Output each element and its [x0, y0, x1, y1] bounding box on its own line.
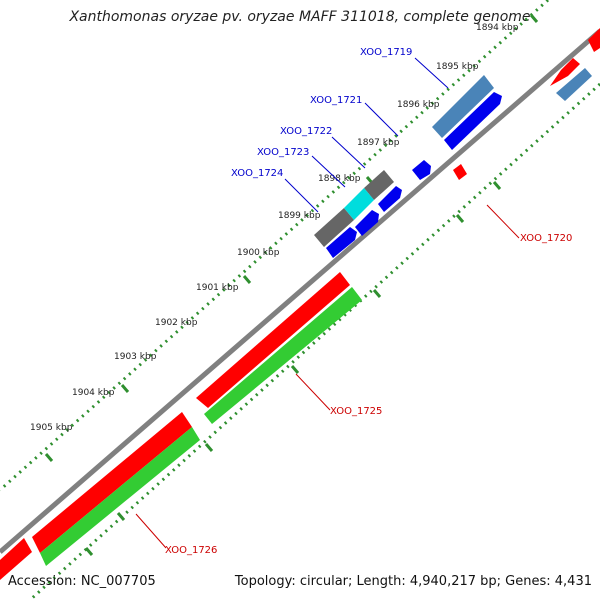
gene-label-xoo-1719[interactable]: XOO_1719 [360, 47, 412, 58]
gene-gray-bar-lower [314, 208, 354, 247]
kbp-label-1896: 1896 kbp [397, 100, 440, 110]
kbp-label-1903: 1903 kbp [114, 352, 157, 362]
outer-dotted-track [0, 0, 549, 492]
gene-xoo-1722-arrow [412, 160, 431, 180]
kbp-label-1897: 1897 kbp [357, 138, 400, 148]
kbp-label-1899: 1899 kbp [278, 211, 321, 221]
gene-steel-top-right [556, 68, 592, 101]
accession-text: Accession: NC_007705 [8, 574, 156, 589]
gene-xoo-1719-bar [432, 75, 494, 138]
gene-label-xoo-1722[interactable]: XOO_1722 [280, 126, 332, 137]
kbp-label-1894: 1894 kbp [476, 23, 519, 33]
gene-label-xoo-1724[interactable]: XOO_1724 [231, 168, 283, 179]
gene-xoo-1724-arrow-c [326, 227, 357, 258]
gene-label-xoo-1725[interactable]: XOO_1725 [330, 406, 382, 417]
gene-label-xoo-1723[interactable]: XOO_1723 [257, 147, 309, 158]
gene-gray-bar-upper [364, 170, 394, 200]
red-label-leaders [135, 204, 520, 549]
kbp-label-1902: 1902 kbp [155, 318, 198, 328]
gene-xoo-1724-arrow-b [355, 210, 379, 236]
gene-label-xoo-1721[interactable]: XOO_1721 [310, 95, 362, 106]
blue-label-leaders [284, 57, 449, 213]
kbp-label-1900: 1900 kbp [237, 248, 280, 258]
gene-label-xoo-1720[interactable]: XOO_1720 [520, 233, 572, 244]
gene-xoo-1720-arrow [453, 164, 467, 180]
gene-xoo-1725-green-bar [204, 287, 362, 424]
inner-track-major-ticks [84, 181, 502, 556]
kbp-label-1895: 1895 kbp [436, 62, 479, 72]
kbp-label-1905: 1905 kbp [30, 423, 73, 433]
gene-red-top-right [550, 58, 580, 86]
kbp-tick-labels: 1894 kbp 1895 kbp 1896 kbp 1897 kbp 1898… [30, 23, 519, 433]
gene-xoo-1724-arrow-a [378, 186, 402, 212]
kbp-label-1898: 1898 kbp [318, 174, 361, 184]
genome-backbone [0, 29, 600, 554]
gene-red-top-edge [588, 28, 600, 52]
gene-xoo-1726-red-bar [32, 412, 192, 553]
kbp-label-1904: 1904 kbp [72, 388, 115, 398]
kbp-label-1901: 1901 kbp [196, 283, 239, 293]
genome-summary-text: Topology: circular; Length: 4,940,217 bp… [234, 574, 592, 589]
gene-xoo-1721-arrow [444, 92, 502, 150]
map-title: Xanthomonas oryzae pv. oryzae MAFF 31101… [69, 9, 531, 25]
gene-xoo-1725-red-bar [196, 272, 350, 408]
gene-red-bottom-left [0, 538, 32, 580]
gene-label-xoo-1726[interactable]: XOO_1726 [165, 545, 217, 556]
gene-xoo-1726-green-bar [40, 427, 200, 566]
gene-xoo-1723-bar [344, 188, 374, 220]
outer-track-major-ticks [44, 14, 539, 462]
inner-dotted-track [28, 82, 600, 600]
